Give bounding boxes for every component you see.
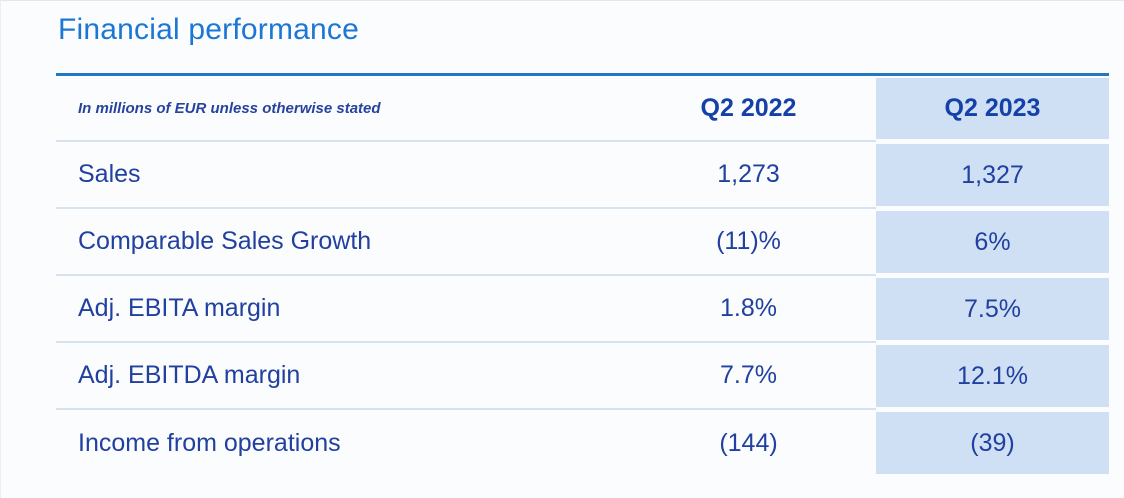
row-value-q2-2023: 12.1% bbox=[876, 343, 1109, 410]
column-header-q2-2022: Q2 2022 bbox=[621, 76, 876, 142]
table-header-row: In millions of EUR unless otherwise stat… bbox=[56, 76, 1109, 142]
financial-table: In millions of EUR unless otherwise stat… bbox=[56, 76, 1109, 477]
page-title: Financial performance bbox=[58, 13, 360, 46]
row-value-q2-2022: (144) bbox=[719, 429, 778, 457]
row-label: Adj. EBITA margin bbox=[56, 276, 621, 343]
title-underline-rule bbox=[56, 73, 1109, 76]
table-row-comparable-sales-growth: Comparable Sales Growth (11)% 6% bbox=[56, 209, 1109, 276]
row-label: Sales bbox=[56, 142, 621, 209]
row-label: Adj. EBITDA margin bbox=[56, 343, 621, 410]
units-note: In millions of EUR unless otherwise stat… bbox=[56, 76, 621, 142]
table-row-adj-ebita-margin: Adj. EBITA margin 1.8% 7.5% bbox=[56, 276, 1109, 343]
row-value-q2-2022: (11)% bbox=[621, 209, 876, 276]
row-label: Income from operations bbox=[78, 429, 341, 457]
table-row-income-from-operations: Income from operations (144) (39) bbox=[56, 410, 1109, 477]
row-label: Comparable Sales Growth bbox=[56, 209, 621, 276]
column-header-q2-2023: Q2 2023 bbox=[876, 76, 1109, 142]
row-value-q2-2023: 1,327 bbox=[876, 142, 1109, 209]
row-value-q2-2022: 1.8% bbox=[621, 276, 876, 343]
table-row-adj-ebitda-margin: Adj. EBITDA margin 7.7% 12.1% bbox=[56, 343, 1109, 410]
row-value-q2-2022: 1,273 bbox=[621, 142, 876, 209]
row-value-q2-2022: 7.7% bbox=[621, 343, 876, 410]
row-value-q2-2023: (39) bbox=[876, 410, 1109, 477]
row-value-q2-2023: 7.5% bbox=[876, 276, 1109, 343]
row-value-q2-2023: 6% bbox=[876, 209, 1109, 276]
table-row-sales: Sales 1,273 1,327 bbox=[56, 142, 1109, 209]
